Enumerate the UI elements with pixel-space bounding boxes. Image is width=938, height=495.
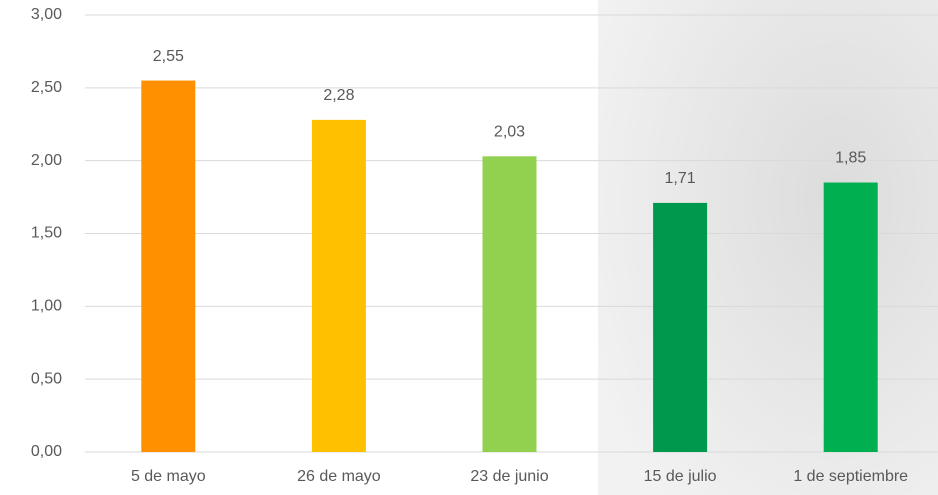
y-tick-label: 2,00 [31, 152, 62, 169]
y-tick-label: 2,50 [31, 79, 62, 96]
bar [823, 182, 878, 452]
value-label: 2,28 [323, 87, 354, 104]
background-image [598, 0, 938, 495]
value-label: 2,03 [494, 124, 525, 141]
y-tick-label: 0,50 [31, 370, 62, 387]
y-tick-label: 1,50 [31, 225, 62, 242]
x-tick-label: 1 de septiembre [793, 468, 908, 485]
x-tick-label: 15 de julio [644, 468, 717, 485]
y-tick-label: 3,00 [31, 6, 62, 23]
x-tick-label: 5 de mayo [131, 468, 206, 485]
bar [311, 119, 366, 452]
y-tick-label: 0,00 [31, 443, 62, 460]
x-tick-label: 23 de junio [470, 468, 548, 485]
bar [653, 202, 708, 452]
y-tick-label: 1,00 [31, 298, 62, 315]
bar [141, 80, 196, 453]
value-label: 1,85 [835, 150, 866, 167]
bar [482, 156, 537, 452]
value-label: 2,55 [153, 48, 184, 65]
value-label: 1,71 [665, 170, 696, 187]
x-tick-label: 26 de mayo [297, 468, 381, 485]
